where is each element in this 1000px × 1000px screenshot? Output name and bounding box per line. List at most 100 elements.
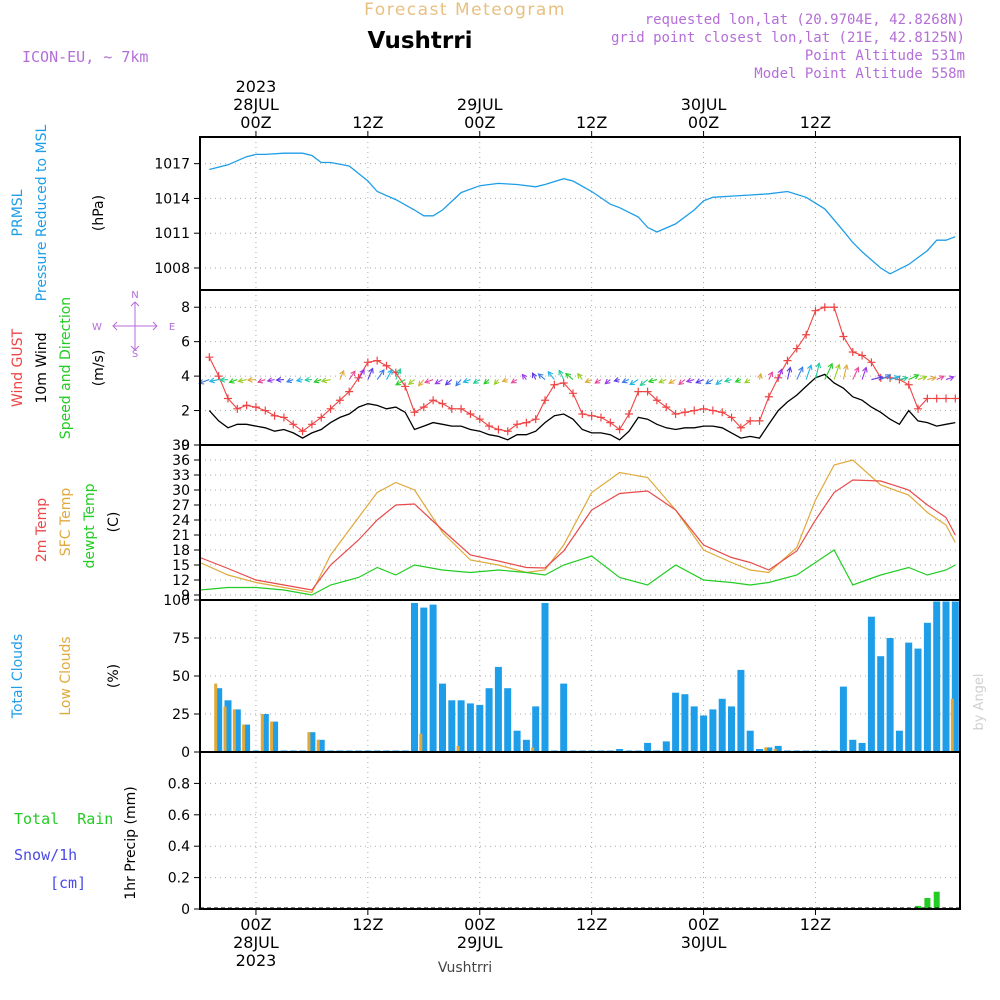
gust-marker — [466, 410, 475, 418]
wind-arrow-head — [843, 363, 849, 371]
wind-direction-arrow — [247, 379, 256, 381]
wind-direction-arrow — [842, 364, 848, 380]
wind-arrow-head — [629, 379, 636, 386]
wind-direction-arrow — [386, 369, 393, 380]
wind-direction-arrow — [629, 379, 639, 385]
wind-arrow-head — [613, 377, 620, 383]
wind-direction-arrow — [852, 367, 859, 380]
clouds-unit: (%) — [106, 664, 122, 688]
gust-marker — [951, 394, 960, 403]
gust-marker — [774, 373, 783, 382]
wind-arrow-head — [604, 378, 611, 385]
total-cloud-bar — [532, 706, 540, 752]
wind-direction-arrow — [927, 377, 936, 381]
gust-marker — [718, 408, 727, 417]
total-cloud-bar — [271, 721, 279, 752]
wind-direction-arrow — [686, 379, 695, 383]
panel-frame — [199, 751, 961, 910]
y-tick-label: 39 — [172, 438, 190, 454]
wind-direction-arrow — [786, 367, 791, 380]
total-cloud-bar — [662, 741, 670, 752]
y-tick-label: 75 — [172, 631, 190, 647]
rain-bar — [915, 905, 921, 909]
total-cloud-bar — [895, 730, 903, 752]
total-cloud-bar — [317, 739, 325, 752]
wind-arrow-head — [444, 379, 451, 386]
time-label-bottom: 00Z — [688, 915, 719, 934]
gust-marker — [205, 353, 214, 362]
wind-direction-arrow — [945, 376, 955, 381]
y-tick-label: 12 — [172, 573, 190, 589]
gust-marker — [708, 406, 717, 415]
low-cloud-bar — [242, 724, 246, 752]
wind-direction-arrow — [367, 368, 374, 380]
gust-marker — [419, 403, 428, 412]
wind-arrow-head — [744, 378, 751, 384]
total-cloud-bar — [765, 747, 773, 752]
rain-bar — [924, 898, 931, 909]
total-cloud-bar — [513, 730, 521, 752]
compass-rose: N W E S — [92, 290, 175, 360]
total-cloud-bar — [690, 706, 698, 752]
temp2m-line — [199, 479, 956, 591]
gust-marker — [746, 416, 755, 425]
wind-arrow-head — [862, 366, 868, 373]
y-tick-label: 8 — [181, 300, 190, 316]
gust-marker — [223, 394, 232, 403]
y-tick-label: 1014 — [154, 191, 190, 207]
gust-marker — [447, 404, 456, 413]
wind-arrow-head — [472, 378, 479, 384]
total-cloud-bar — [914, 648, 922, 752]
y-tick-label: 30 — [172, 483, 190, 499]
grid-layer — [200, 137, 960, 909]
gust-marker — [233, 404, 242, 413]
time-label-top: 2023 — [236, 77, 277, 96]
wind-direction-arrow — [395, 379, 406, 386]
wind-dir-label: Speed and Direction — [58, 297, 74, 439]
time-label-bottom: 00Z — [464, 915, 495, 934]
gust-marker — [363, 358, 372, 367]
y-tick-label: 15 — [172, 558, 190, 574]
wind-arrow-head — [368, 367, 374, 374]
wind-direction-arrow — [358, 369, 365, 380]
wind-direction-arrow — [777, 369, 783, 380]
low-cloud-bar — [260, 714, 264, 752]
wind-direction-arrow — [871, 376, 883, 381]
wind-arrow-head — [827, 362, 834, 369]
low-cloud-bar — [456, 745, 460, 752]
gust-marker — [932, 394, 941, 403]
time-label-top: 12Z — [576, 113, 607, 132]
wind-arrow-head — [395, 380, 402, 386]
wind-arrow-head — [577, 372, 583, 379]
wind-direction-arrow — [669, 379, 676, 384]
y-tick-label: 6 — [181, 335, 190, 351]
wind-arrow-head — [462, 377, 469, 384]
precip-unit: 1hr Precip (mm) — [123, 786, 139, 899]
gust-marker — [690, 406, 699, 415]
y-tick-label: 1008 — [154, 261, 190, 277]
low-clouds-label: Low Clouds — [58, 636, 74, 715]
total-cloud-bar — [644, 742, 652, 752]
wind-arrow-head — [285, 377, 292, 384]
total-cloud-bar — [448, 700, 456, 752]
wind-arrow-head — [417, 380, 424, 387]
total-cloud-bar — [849, 739, 857, 752]
wind-arrow-head — [501, 377, 508, 383]
wind-arrow-head — [734, 377, 741, 383]
gust-marker — [802, 330, 811, 339]
time-label-top: 00Z — [688, 113, 719, 132]
wind-speed-line — [208, 373, 956, 441]
time-label-top: 29JUL — [457, 95, 503, 114]
gust-marker — [858, 351, 867, 360]
gust-marker — [373, 356, 382, 365]
wind-direction-arrow — [577, 373, 583, 380]
wind-arrow-head — [379, 368, 385, 375]
wind-direction-arrow — [418, 379, 425, 387]
wind-arrow-head — [565, 372, 571, 379]
wind-arrow-head — [275, 376, 282, 383]
time-label-bottom: 12Z — [352, 915, 383, 934]
wind-direction-arrow — [917, 376, 927, 381]
wind-arrow-head — [786, 366, 793, 373]
gust-marker — [354, 373, 363, 382]
wind-direction-arrow — [659, 379, 667, 384]
